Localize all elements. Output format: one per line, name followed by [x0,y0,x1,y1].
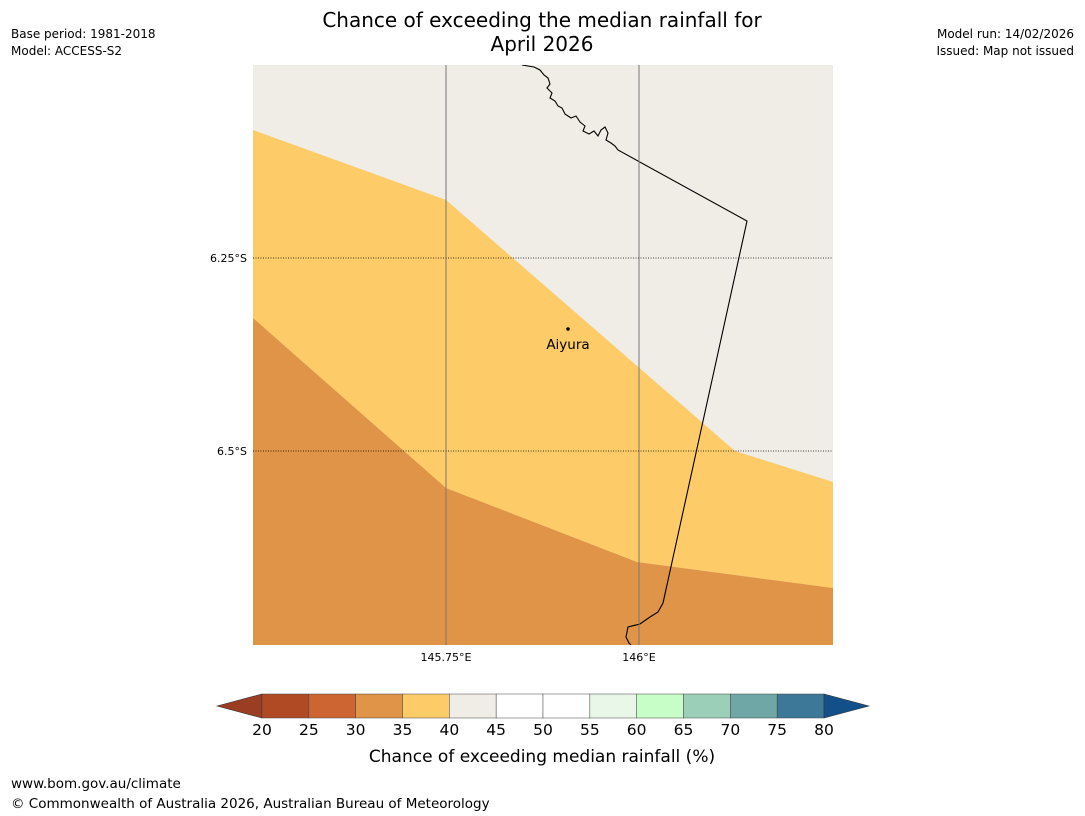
colorbar-segment-35-40 [402,693,450,719]
map-title: Chance of exceeding the median rainfall … [242,8,842,56]
lat-label-6-25: 6.25°S [210,252,247,265]
colorbar-over-arrow [823,693,871,719]
colorbar-tick-75: 75 [767,721,787,739]
aiyura-label: Aiyura [546,337,589,353]
colorbar-under-arrow [215,693,263,719]
lat-label-6-5: 6.5°S [217,445,247,458]
colorbar-segment-65-70 [683,693,731,719]
title-line-2: April 2026 [490,32,594,56]
colorbar-tick-50: 50 [533,721,553,739]
title-line-1: Chance of exceeding the median rainfall … [322,8,762,32]
model-text: Model: ACCESS-S2 [11,44,123,58]
lon-label-145-75: 145.75°E [421,651,472,664]
colorbar-segment-25-30 [308,693,356,719]
meta-right: Model run: 14/02/2026 Issued: Map not is… [936,26,1074,60]
base-period-text: Base period: 1981-2018 [11,27,156,41]
forecast-zone-40-45 [253,65,833,482]
province-boundary [521,65,748,645]
colorbar-tick-35: 35 [393,721,413,739]
colorbar-segment-20-25 [261,693,310,719]
colorbar-segment-30-35 [355,693,403,719]
colorbar-tick-labels: 20 25 30 35 40 45 50 55 60 65 70 75 80 [252,721,834,739]
colorbar-segment-40-45 [449,693,497,719]
forecast-zone-30-35 [253,318,833,645]
colorbar-segment-70-75 [730,693,778,719]
footer-url[interactable]: www.bom.gov.au/climate [11,776,181,792]
footer: www.bom.gov.au/climate © Commonwealth of… [11,774,490,814]
colorbar-tick-70: 70 [720,721,740,739]
footer-copyright: © Commonwealth of Australia 2026, Austra… [11,796,490,812]
aiyura-marker[interactable] [566,327,570,331]
colorbar-tick-60: 60 [627,721,647,739]
map-panel[interactable]: Aiyura [253,65,833,645]
colorbar-segment-75-80 [776,693,825,719]
colorbar-tick-45: 45 [486,721,506,739]
colorbar-segment-45-50 [495,693,544,719]
meta-left: Base period: 1981-2018 Model: ACCESS-S2 [11,26,156,60]
colorbar-segment-60-65 [636,693,684,719]
model-run-text: Model run: 14/02/2026 [936,27,1074,41]
colorbar-segments [261,693,825,719]
colorbar-tick-20: 20 [252,721,272,739]
colorbar: 20 25 30 35 40 45 50 55 60 65 70 75 80 C… [215,693,871,767]
colorbar-tick-80: 80 [814,721,834,739]
colorbar-label: Chance of exceeding median rainfall (%) [369,747,715,767]
colorbar-tick-25: 25 [299,721,319,739]
issued-text: Issued: Map not issued [936,44,1074,58]
colorbar-segment-55-60 [589,693,637,719]
colorbar-segment-50-55 [542,693,591,719]
colorbar-tick-40: 40 [439,721,459,739]
lon-label-146: 146°E [622,651,655,664]
colorbar-tick-30: 30 [346,721,366,739]
forecast-zone-35-40 [253,130,833,588]
colorbar-tick-65: 65 [674,721,694,739]
colorbar-tick-55: 55 [580,721,600,739]
